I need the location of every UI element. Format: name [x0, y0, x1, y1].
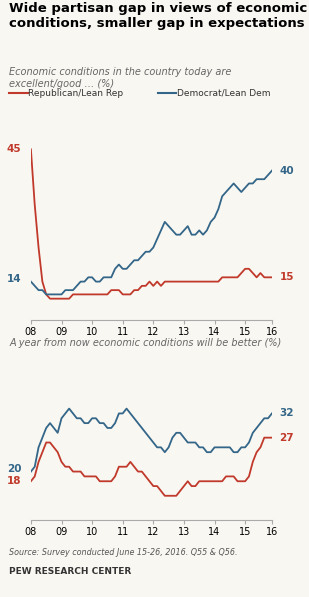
- Text: 32: 32: [280, 408, 294, 418]
- Text: 40: 40: [280, 165, 294, 176]
- Text: 45: 45: [7, 144, 21, 155]
- Text: 20: 20: [7, 464, 21, 474]
- Text: 14: 14: [7, 275, 21, 284]
- Text: 27: 27: [280, 433, 294, 442]
- Text: Democrat/Lean Dem: Democrat/Lean Dem: [177, 88, 270, 98]
- Text: Source: Survey conducted June 15-26, 2016. Q55 & Q56.: Source: Survey conducted June 15-26, 201…: [9, 548, 238, 557]
- Text: PEW RESEARCH CENTER: PEW RESEARCH CENTER: [9, 567, 132, 576]
- Text: 18: 18: [7, 476, 21, 486]
- Text: Economic conditions in the country today are
excellent/good … (%): Economic conditions in the country today…: [9, 67, 232, 89]
- Text: A year from now economic conditions will be better (%): A year from now economic conditions will…: [9, 338, 281, 348]
- Text: 15: 15: [280, 272, 294, 282]
- Text: Republican/Lean Rep: Republican/Lean Rep: [28, 88, 124, 98]
- Text: Wide partisan gap in views of economic
conditions, smaller gap in expectations: Wide partisan gap in views of economic c…: [9, 2, 307, 30]
